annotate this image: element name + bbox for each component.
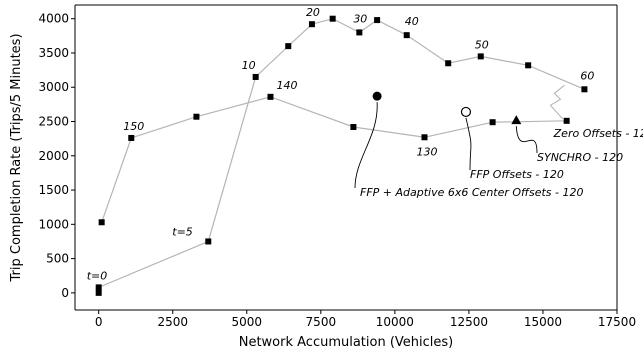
data-point bbox=[403, 32, 410, 39]
point-label: 40 bbox=[405, 15, 419, 28]
annotation-arrow bbox=[354, 102, 378, 189]
x-tick-label: 12500 bbox=[450, 315, 488, 329]
point-label: t=5 bbox=[172, 225, 193, 238]
ffp-offsets-marker bbox=[460, 106, 472, 118]
series-markers bbox=[95, 15, 588, 296]
data-point bbox=[329, 15, 336, 22]
x-tick-label: 2500 bbox=[157, 315, 188, 329]
x-axis-title: Network Accumulation (Vehicles) bbox=[239, 335, 454, 350]
chart-axes bbox=[74, 4, 618, 311]
data-point bbox=[581, 86, 588, 93]
x-tick-label: 17500 bbox=[598, 315, 636, 329]
point-label: 50 bbox=[475, 38, 489, 51]
y-tick-label: 2500 bbox=[38, 115, 69, 129]
x-ticks: 0 2500 5000 7500 10000 12500 15000 17500 bbox=[95, 310, 636, 329]
x-tick-label: 15000 bbox=[524, 315, 562, 329]
zero-offsets-connector bbox=[549, 84, 565, 120]
x-tick-label: 10000 bbox=[376, 315, 414, 329]
annotation-arrows bbox=[354, 84, 565, 189]
y-tick-label: 3000 bbox=[38, 80, 69, 94]
y-tick-label: 1500 bbox=[38, 183, 69, 197]
annotation-labels: FFP + Adaptive 6x6 Center Offsets - 120 F… bbox=[360, 127, 643, 199]
point-label: t=0 bbox=[87, 269, 108, 282]
data-point bbox=[267, 93, 274, 100]
annotation-arrow bbox=[515, 126, 538, 154]
y-tick-label: 1000 bbox=[38, 217, 69, 231]
point-label: 30 bbox=[353, 12, 367, 25]
point-label: 60 bbox=[580, 69, 594, 82]
special-markers bbox=[372, 91, 522, 125]
y-tick-label: 4000 bbox=[38, 12, 69, 26]
point-labels: t=0 t=5 10 20 30 40 50 60 130 140 150 bbox=[87, 6, 595, 282]
synchro-marker bbox=[511, 115, 522, 125]
data-point bbox=[95, 289, 102, 296]
point-label: 20 bbox=[306, 6, 320, 19]
ffp-adaptive-marker bbox=[372, 91, 382, 101]
data-point bbox=[563, 117, 570, 124]
point-label: 130 bbox=[416, 145, 437, 158]
series-line bbox=[98, 18, 585, 293]
data-point bbox=[128, 134, 135, 141]
data-point bbox=[525, 62, 532, 69]
data-point bbox=[477, 53, 484, 60]
point-label: 140 bbox=[276, 79, 297, 92]
data-point bbox=[285, 43, 292, 50]
y-tick-label: 3500 bbox=[38, 46, 69, 60]
annotation-label: FFP Offsets - 120 bbox=[470, 168, 564, 181]
data-point bbox=[205, 238, 212, 245]
data-point bbox=[445, 60, 452, 67]
y-axis-title: Trip Completion Rate (Trips/5 Minutes) bbox=[9, 33, 24, 282]
data-point bbox=[95, 284, 102, 291]
data-point bbox=[98, 219, 105, 226]
annotation-label: FFP + Adaptive 6x6 Center Offsets - 120 bbox=[360, 186, 584, 199]
data-point bbox=[350, 124, 357, 130]
y-tick-label: 2000 bbox=[38, 149, 69, 163]
y-tick-label: 0 bbox=[61, 286, 69, 300]
data-point bbox=[374, 17, 381, 24]
data-point bbox=[252, 73, 259, 80]
data-point bbox=[421, 134, 428, 141]
data-point bbox=[308, 21, 315, 28]
annotation-arrow bbox=[465, 117, 472, 171]
data-point bbox=[193, 113, 200, 120]
y-tick-label: 500 bbox=[46, 252, 69, 266]
point-label: 150 bbox=[123, 120, 144, 133]
x-tick-label: 7500 bbox=[306, 315, 337, 329]
zero-offsets-label: Zero Offsets - 120 bbox=[553, 127, 643, 140]
x-tick-label: 5000 bbox=[232, 315, 263, 329]
annotation-label: SYNCHRO - 120 bbox=[537, 151, 623, 164]
series-line bbox=[101, 96, 567, 223]
data-point bbox=[356, 29, 363, 36]
y-ticks: 0 500 1000 1500 2000 2500 3000 3500 4000 bbox=[38, 12, 75, 300]
series-lines bbox=[98, 18, 585, 293]
point-label: 10 bbox=[242, 59, 256, 72]
x-tick-label: 0 bbox=[95, 315, 103, 329]
data-point bbox=[489, 119, 496, 126]
